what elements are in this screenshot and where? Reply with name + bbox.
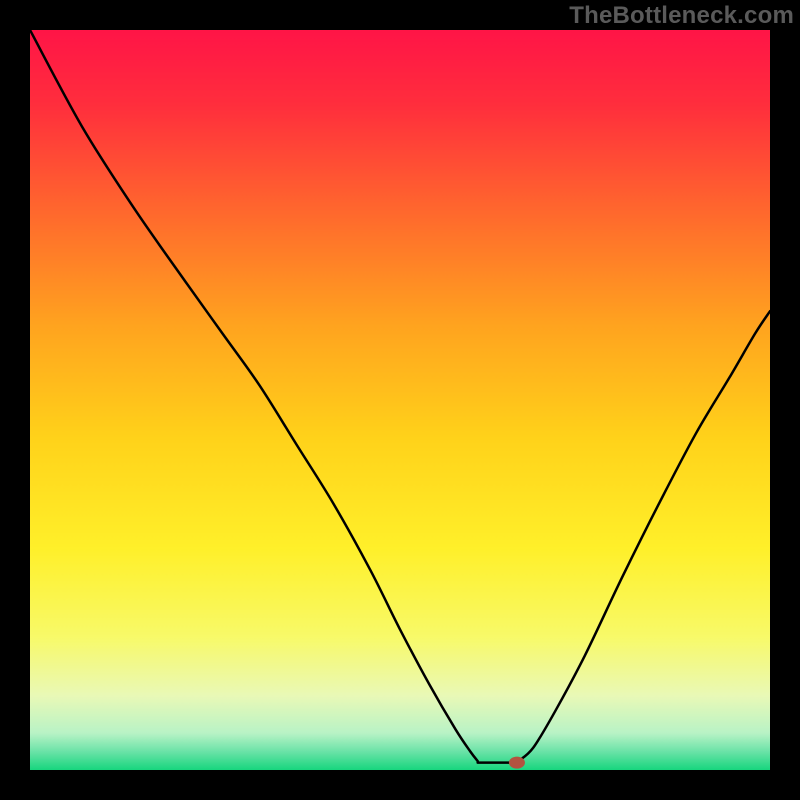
bottleneck-curve: [30, 30, 770, 763]
chart-frame: TheBottleneck.com: [0, 0, 800, 800]
curve-overlay: [30, 30, 770, 770]
watermark-text: TheBottleneck.com: [569, 2, 794, 30]
plot-area: [30, 30, 770, 770]
optimal-marker: [509, 757, 525, 769]
